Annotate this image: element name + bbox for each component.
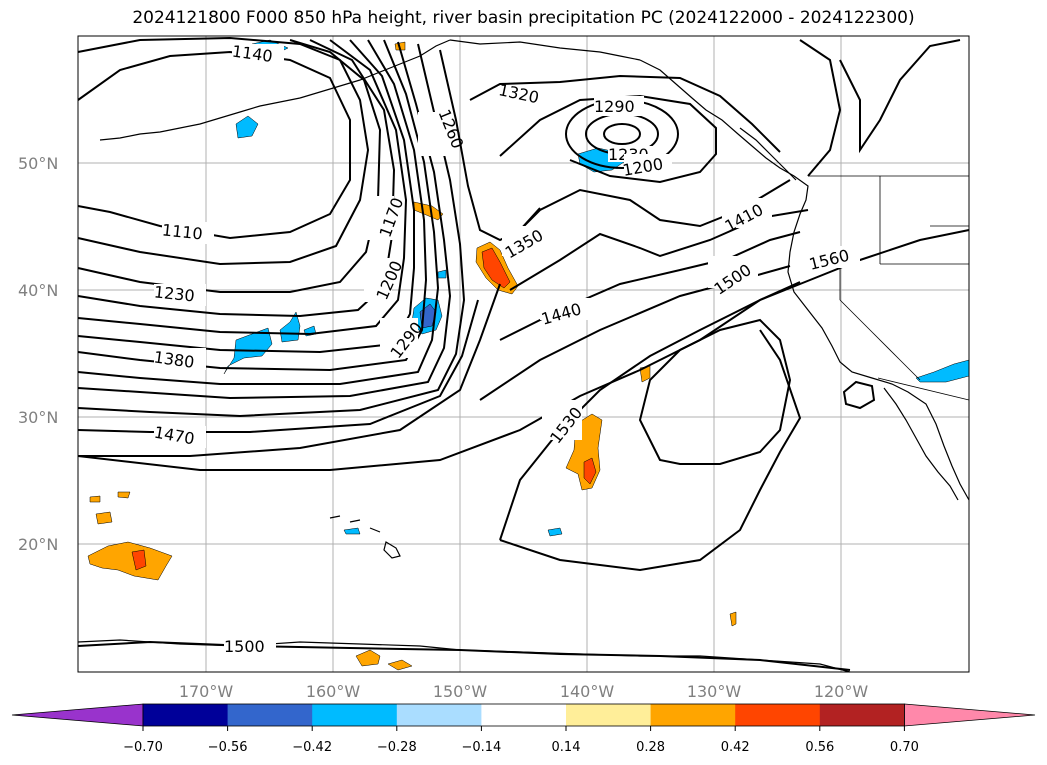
- contour-line: [469, 74, 781, 153]
- contour-line: [499, 94, 717, 184]
- colorbar-tick-label: −0.28: [377, 740, 417, 755]
- positive-anomaly-region: [89, 495, 101, 503]
- colorbar-segment: [396, 704, 482, 726]
- north-america-coast: [639, 59, 970, 501]
- contour-line: [77, 43, 466, 418]
- map-background: [78, 36, 969, 672]
- colorbar-tick-label: −0.42: [292, 740, 332, 755]
- positive-anomaly-core: [481, 247, 511, 289]
- negative-anomaly-region: [547, 527, 563, 537]
- contour-label: 1230: [153, 282, 195, 305]
- lat-label: 50°N: [18, 154, 58, 173]
- positive-anomaly-region: [95, 511, 113, 525]
- colorbar-tick-label: −0.56: [208, 740, 248, 755]
- colorbar-segment: [227, 704, 313, 726]
- map-title: 2024121800 F000 850 hPa height, river ba…: [132, 8, 915, 28]
- latitude-labels: 50°N 40°N 30°N 20°N: [18, 154, 58, 554]
- lon-label: 160°W: [306, 682, 361, 701]
- colorbar-extend-min: [11, 703, 144, 727]
- contour-line: [77, 640, 851, 671]
- positive-anomaly-core: [131, 549, 147, 571]
- lon-label: 130°W: [687, 682, 742, 701]
- colorbar-segment: [312, 704, 398, 726]
- contour-line: [499, 329, 802, 572]
- contour-line: [77, 39, 415, 354]
- alaska-peninsula: [299, 39, 451, 99]
- colorbar-tick-label: 0.42: [721, 740, 750, 755]
- positive-anomaly-core: [583, 457, 597, 485]
- lon-label: 140°W: [560, 682, 615, 701]
- negative-anomaly-region: [343, 527, 361, 535]
- positive-anomaly-region: [387, 659, 413, 671]
- colorbar-tick-label: 0.70: [890, 740, 919, 755]
- colorbar-tick-label: 0.14: [552, 740, 581, 755]
- contour-label: 1290: [594, 97, 635, 116]
- lon-label: 150°W: [433, 682, 488, 701]
- colorbar-frame: [142, 703, 905, 727]
- contour-line: [499, 229, 970, 541]
- positive-anomaly-region: [355, 649, 381, 667]
- colorbar-extend-max: [904, 703, 1036, 727]
- alaska-south-coast: [449, 39, 641, 61]
- colorbar-segment: [819, 704, 905, 726]
- colorbar-segment: [735, 704, 821, 726]
- lat-label: 30°N: [18, 408, 58, 427]
- lat-label: 20°N: [18, 535, 58, 554]
- contour-line: [842, 380, 876, 410]
- contour-line: [638, 318, 792, 465]
- hawaiian-islands: [329, 515, 401, 559]
- contour-line: [77, 36, 370, 266]
- positive-anomaly-region: [87, 541, 173, 581]
- positive-anomaly-region: [117, 491, 131, 499]
- colorbar-tick-label: 0.56: [805, 740, 834, 755]
- colorbar-segment: [143, 704, 229, 726]
- low-center-contour: [603, 123, 641, 145]
- contour-label: 1500: [224, 637, 265, 656]
- colorbar-segment: [566, 704, 652, 726]
- colorbar-segment: [481, 704, 567, 726]
- lat-label: 40°N: [18, 281, 58, 300]
- baja-california: [883, 387, 959, 501]
- contour-line: [78, 283, 501, 457]
- colorbar: −0.70 −0.56 −0.42 −0.28 −0.14 0.14 0.28 0.42 0.5…: [11, 703, 1036, 755]
- colorbar-tick-label: 0.28: [636, 740, 665, 755]
- height-contours: [77, 36, 970, 671]
- lon-label: 120°W: [814, 682, 869, 701]
- contour-line: [77, 299, 479, 433]
- vancouver-island: [739, 127, 797, 181]
- aleutian-islands: [99, 97, 301, 141]
- colorbar-tick-label: −0.14: [461, 740, 501, 755]
- map-frame: [77, 35, 970, 673]
- colorbar-segment: [650, 704, 736, 726]
- negative-anomaly-region: [235, 115, 259, 139]
- contour-label: 1110: [161, 220, 203, 243]
- colorbar-tick-label: −0.70: [123, 740, 163, 755]
- longitude-labels: 170°W 160°W 150°W 140°W 130°W 120°W: [179, 682, 869, 701]
- positive-anomaly-region: [729, 611, 737, 627]
- political-borders: [808, 175, 970, 401]
- contour-line: [77, 39, 408, 336]
- lon-label: 170°W: [179, 682, 234, 701]
- contour-line: [839, 39, 961, 154]
- contour-line: [799, 39, 842, 177]
